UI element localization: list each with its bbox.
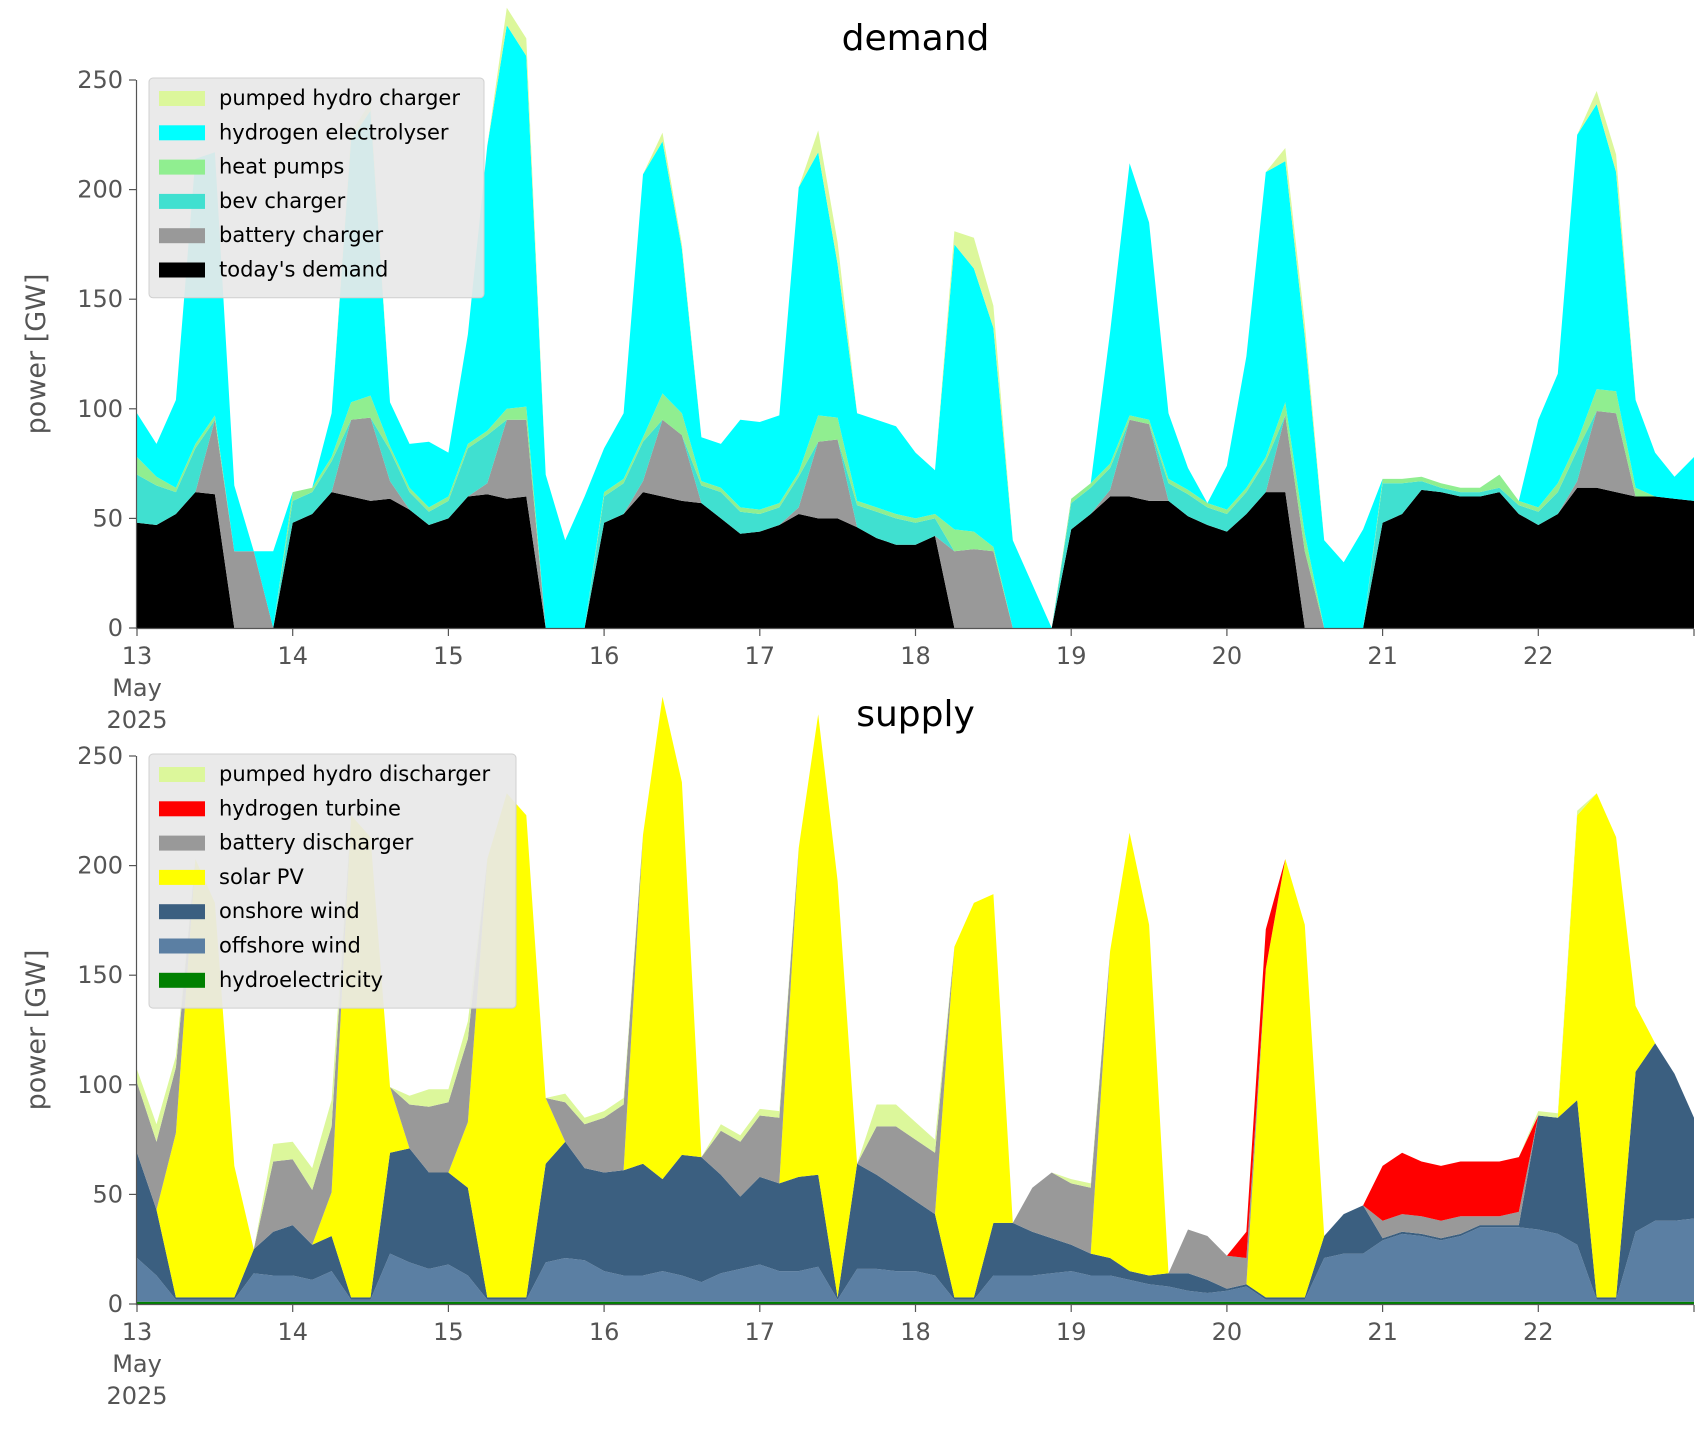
legend-swatch xyxy=(159,228,205,244)
y-tick-label: 0 xyxy=(108,614,123,642)
legend-item-battery-charger: battery charger xyxy=(159,223,384,247)
x-tick-label: 14 xyxy=(277,1318,308,1346)
legend-label: hydrogen electrolyser xyxy=(219,120,449,144)
series-today-s-demand xyxy=(137,487,1694,628)
x-tick-label: 15 xyxy=(433,1318,464,1346)
legend-item-hydrogen-turbine: hydrogen turbine xyxy=(159,796,401,820)
x-tick-label: 16 xyxy=(589,1318,620,1346)
chart-title: demand xyxy=(842,18,990,59)
legend-swatch xyxy=(159,767,205,782)
demand-panel: demand power [GW] 0 50 100 150 200 250 13 May 2025… xyxy=(21,7,1695,734)
x-tick-label: 19 xyxy=(1056,1318,1087,1346)
legend-label: heat pumps xyxy=(219,155,344,179)
legend-item-pumped-hydro-charger: pumped hydro charger xyxy=(159,86,460,110)
legend-swatch xyxy=(159,835,205,851)
y-axis-label: power [GW] xyxy=(21,274,52,435)
legend-item-solar-pv: solar PV xyxy=(159,865,304,889)
legend-item-offshore-wind: offshore wind xyxy=(159,934,361,958)
legend-item-today-s-demand: today's demand xyxy=(159,258,388,282)
legend-swatch xyxy=(159,869,205,885)
legend-label: hydroelectricity xyxy=(219,968,383,992)
legend-swatch xyxy=(159,938,205,954)
legend-item-hydrogen-electrolyser: hydrogen electrolyser xyxy=(159,120,449,144)
x-tick-label: 14 xyxy=(277,642,308,670)
y-tick-label: 100 xyxy=(77,1071,123,1099)
legend: pumped hydro discharger hydrogen turbine b… xyxy=(148,753,517,1009)
series-offshore-wind xyxy=(137,1218,1694,1302)
legend-item-heat-pumps: heat pumps xyxy=(159,155,344,179)
legend-label: hydrogen turbine xyxy=(219,796,401,820)
series-hydrogen-electrolyser xyxy=(137,25,1694,628)
legend-item-pumped-hydro-discharger: pumped hydro discharger xyxy=(159,762,490,786)
y-tick-label: 250 xyxy=(77,66,123,94)
legend-swatch xyxy=(159,972,205,988)
legend-label: pumped hydro discharger xyxy=(219,762,490,786)
series-battery-charger xyxy=(137,411,1694,628)
legend-item-hydroelectricity: hydroelectricity xyxy=(159,968,383,992)
legend-box xyxy=(148,77,485,299)
x-tick-label: 19 xyxy=(1056,642,1087,670)
x-tick-label: 16 xyxy=(589,642,620,670)
y-tick-label: 200 xyxy=(77,176,123,204)
legend-label: bev charger xyxy=(219,189,346,213)
legend-item-battery-discharger: battery discharger xyxy=(159,831,414,855)
x-tick-label: 17 xyxy=(745,1318,776,1346)
x-tick-label: 20 xyxy=(1212,1318,1243,1346)
legend-label: solar PV xyxy=(219,865,304,889)
x-tick-label: 13 May 2025 xyxy=(106,642,167,734)
legend-swatch xyxy=(159,159,205,175)
y-tick-label: 150 xyxy=(77,285,123,313)
legend-label: offshore wind xyxy=(219,934,361,958)
x-tick-label: 21 xyxy=(1367,1318,1398,1346)
y-tick-label: 100 xyxy=(77,395,123,423)
legend-label: battery charger xyxy=(219,223,384,247)
legend-swatch xyxy=(159,91,205,106)
legend-label: onshore wind xyxy=(219,899,360,923)
chart-title: supply xyxy=(856,694,975,735)
x-tick-label: 13 May 2025 xyxy=(106,1318,167,1410)
legend-swatch xyxy=(159,125,205,141)
x-tick-label: 17 xyxy=(745,642,776,670)
x-tick-label: 18 xyxy=(900,642,931,670)
legend-label: today's demand xyxy=(219,258,388,282)
series-solar-pv xyxy=(137,696,1694,1298)
y-axis-label: power [GW] xyxy=(21,950,52,1111)
legend-label: pumped hydro charger xyxy=(219,86,460,110)
legend-swatch xyxy=(159,262,205,278)
x-tick-label: 20 xyxy=(1212,642,1243,670)
y-tick-label: 50 xyxy=(92,504,123,532)
legend-swatch xyxy=(159,193,205,209)
series-onshore-wind xyxy=(137,1043,1694,1300)
legend-label: battery discharger xyxy=(219,831,414,855)
series-bev-charger xyxy=(137,411,1694,628)
x-tick-label: 18 xyxy=(900,1318,931,1346)
legend-swatch xyxy=(159,801,205,817)
x-tick-label: 21 xyxy=(1367,642,1398,670)
y-tick-label: 150 xyxy=(77,961,123,989)
legend-item-bev-charger: bev charger xyxy=(159,189,346,213)
y-tick-label: 200 xyxy=(77,852,123,880)
x-tick-label: 22 xyxy=(1523,642,1554,670)
legend-box xyxy=(148,753,517,1009)
y-tick-label: 250 xyxy=(77,742,123,770)
x-tick-label: 15 xyxy=(433,642,464,670)
x-tick-label: 22 xyxy=(1523,1318,1554,1346)
series-battery-discharger xyxy=(137,696,1694,1289)
y-tick-label: 0 xyxy=(108,1290,123,1318)
y-tick-label: 50 xyxy=(92,1180,123,1208)
legend-swatch xyxy=(159,904,205,920)
supply-panel: supply power [GW] 0 50 100 150 200 250 13 May 2025… xyxy=(21,694,1695,1410)
legend-item-onshore-wind: onshore wind xyxy=(159,899,360,923)
legend: pumped hydro charger hydrogen electrolyse… xyxy=(148,77,485,299)
series-hydroelectricity xyxy=(137,1301,1694,1304)
